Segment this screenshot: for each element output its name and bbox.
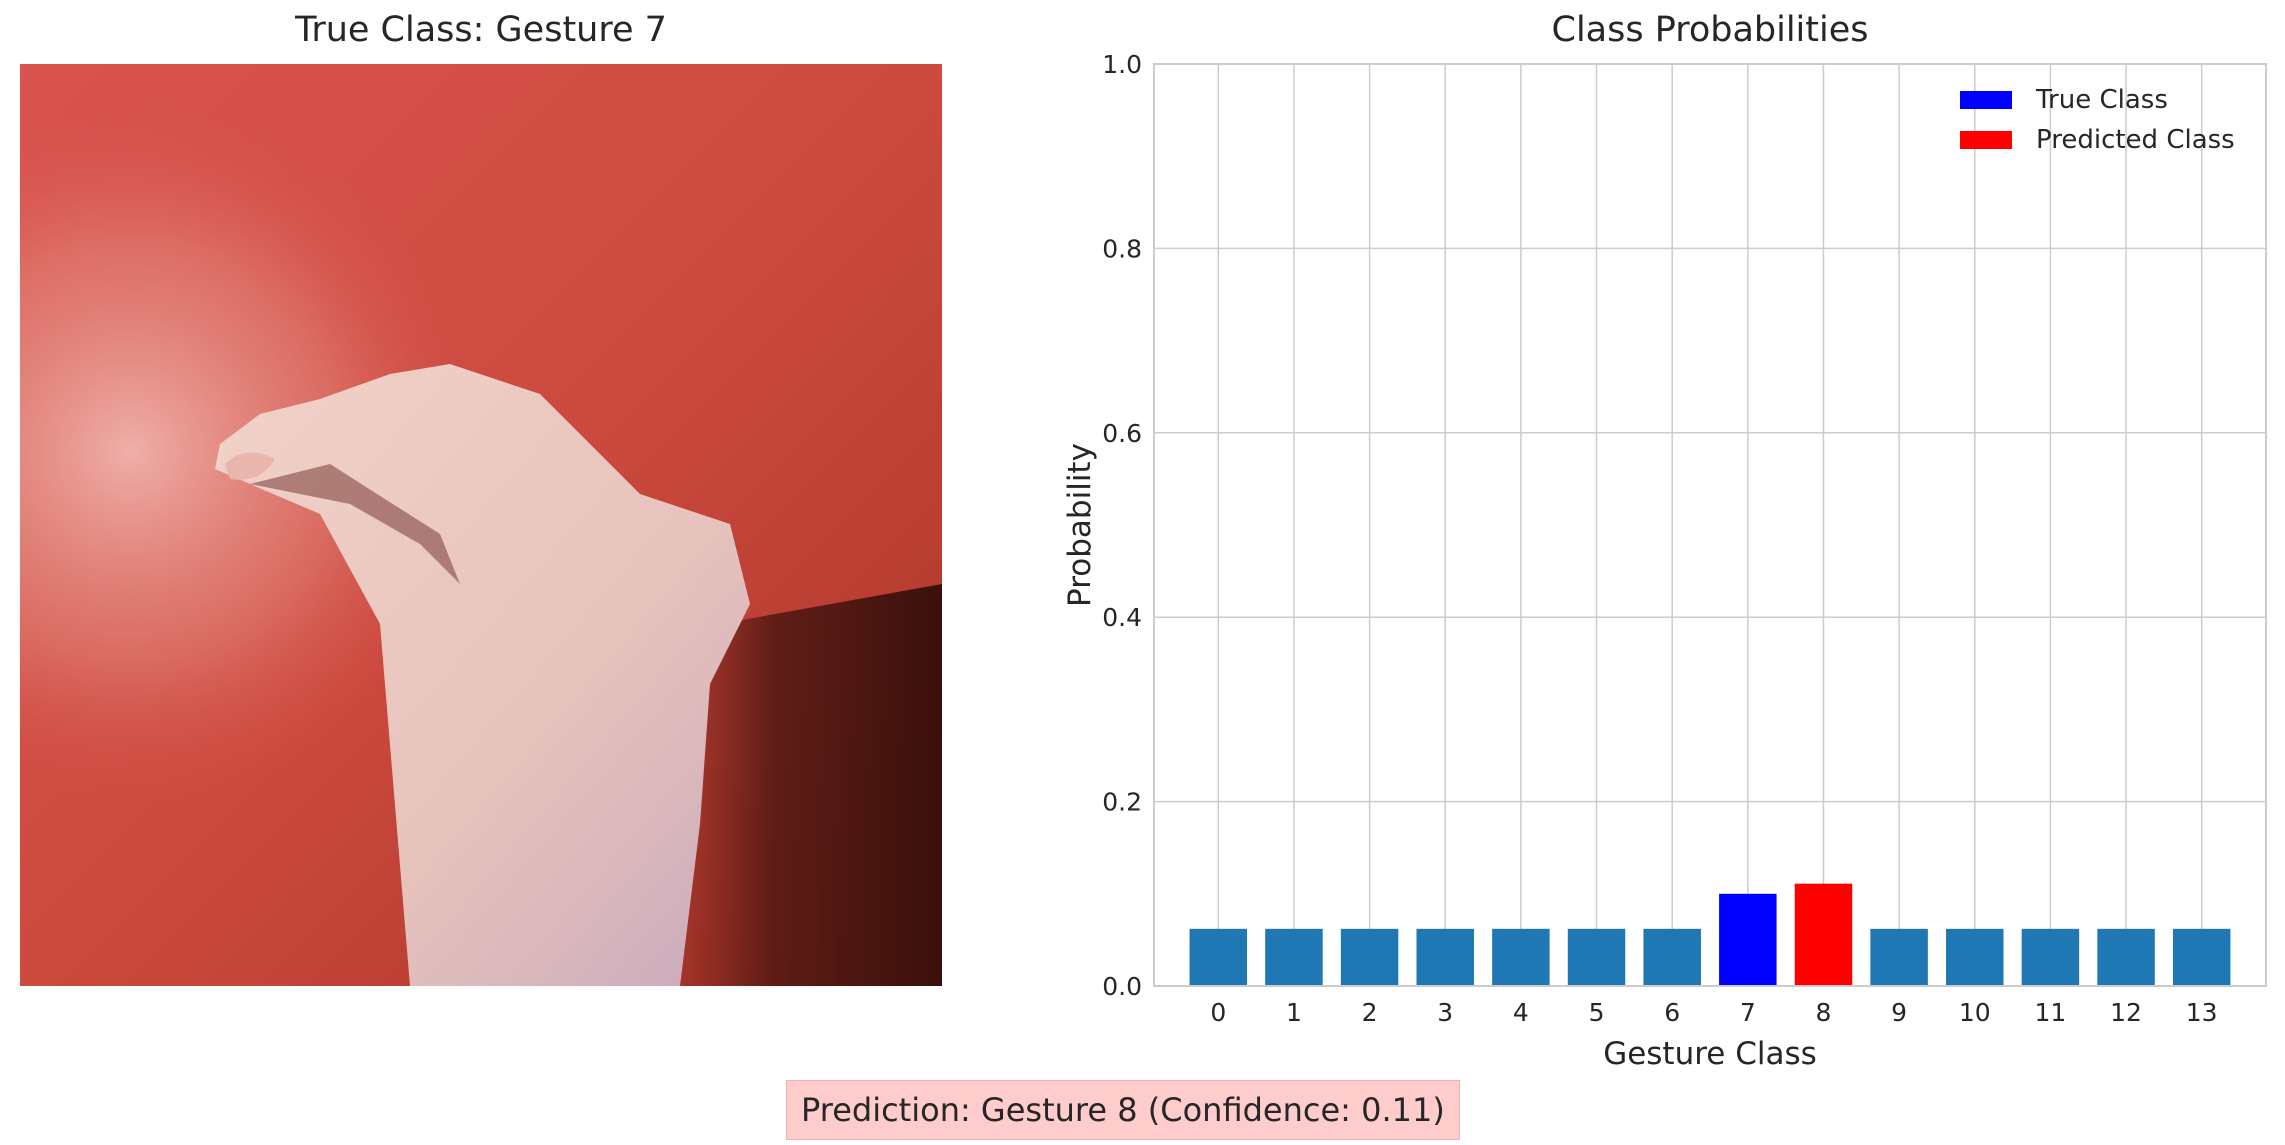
image-title: True Class: Gesture 7 bbox=[295, 10, 667, 50]
y-tick-label: 0.2 bbox=[1102, 788, 1142, 817]
x-tick-label: 2 bbox=[1362, 998, 1378, 1027]
x-tick-label: 13 bbox=[2186, 998, 2218, 1027]
x-tick-label: 10 bbox=[1959, 998, 1991, 1027]
legend-item-true: True Class bbox=[1960, 80, 2235, 120]
x-tick-label: 11 bbox=[2035, 998, 2067, 1027]
bar-5 bbox=[1567, 928, 1626, 986]
bar-7 bbox=[1719, 893, 1777, 986]
bar-9 bbox=[1870, 928, 1928, 986]
x-tick-label: 5 bbox=[1589, 998, 1605, 1027]
bar-4 bbox=[1492, 928, 1550, 986]
y-tick-label: 0.8 bbox=[1102, 234, 1142, 263]
x-tick-label: 1 bbox=[1286, 998, 1302, 1027]
legend-swatch-true bbox=[1960, 91, 2012, 109]
bar-6 bbox=[1643, 928, 1701, 986]
bar-8 bbox=[1794, 883, 1853, 986]
bar-10 bbox=[1946, 928, 2004, 986]
x-tick-label: 0 bbox=[1210, 998, 1226, 1027]
y-tick-label: 0.4 bbox=[1102, 603, 1142, 632]
prediction-label: Prediction: Gesture 8 (Confidence: 0.11) bbox=[786, 1080, 1460, 1140]
bar-3 bbox=[1416, 928, 1474, 986]
x-axis-label: Gesture Class bbox=[1603, 1036, 1817, 1072]
x-tick-label: 9 bbox=[1891, 998, 1907, 1027]
y-tick-label: 0.6 bbox=[1102, 419, 1142, 448]
chart-title: Class Probabilities bbox=[1551, 10, 1869, 50]
bar-11 bbox=[2021, 928, 2080, 986]
x-tick-label: 8 bbox=[1816, 998, 1832, 1027]
bar-1 bbox=[1265, 928, 1323, 986]
gesture-image bbox=[20, 64, 942, 986]
x-tick-label: 3 bbox=[1437, 998, 1453, 1027]
y-axis-label: Probability bbox=[1062, 443, 1098, 607]
legend-label-true: True Class bbox=[2036, 85, 2168, 115]
bar-12 bbox=[2097, 928, 2155, 986]
bar-13 bbox=[2172, 928, 2231, 986]
legend-label-predicted: Predicted Class bbox=[2036, 125, 2235, 155]
chart-legend: True Class Predicted Class bbox=[1960, 80, 2235, 160]
plot-frame bbox=[1153, 63, 2267, 987]
bar-2 bbox=[1340, 928, 1399, 986]
y-tick-label: 0.0 bbox=[1102, 972, 1142, 1001]
legend-item-predicted: Predicted Class bbox=[1960, 120, 2235, 160]
legend-swatch-predicted bbox=[1960, 131, 2012, 149]
x-tick-label: 7 bbox=[1740, 998, 1756, 1027]
bar-0 bbox=[1189, 928, 1248, 986]
x-tick-label: 12 bbox=[2110, 998, 2142, 1027]
x-tick-label: 6 bbox=[1664, 998, 1680, 1027]
x-tick-label: 4 bbox=[1513, 998, 1529, 1027]
y-tick-label: 1.0 bbox=[1102, 50, 1142, 79]
